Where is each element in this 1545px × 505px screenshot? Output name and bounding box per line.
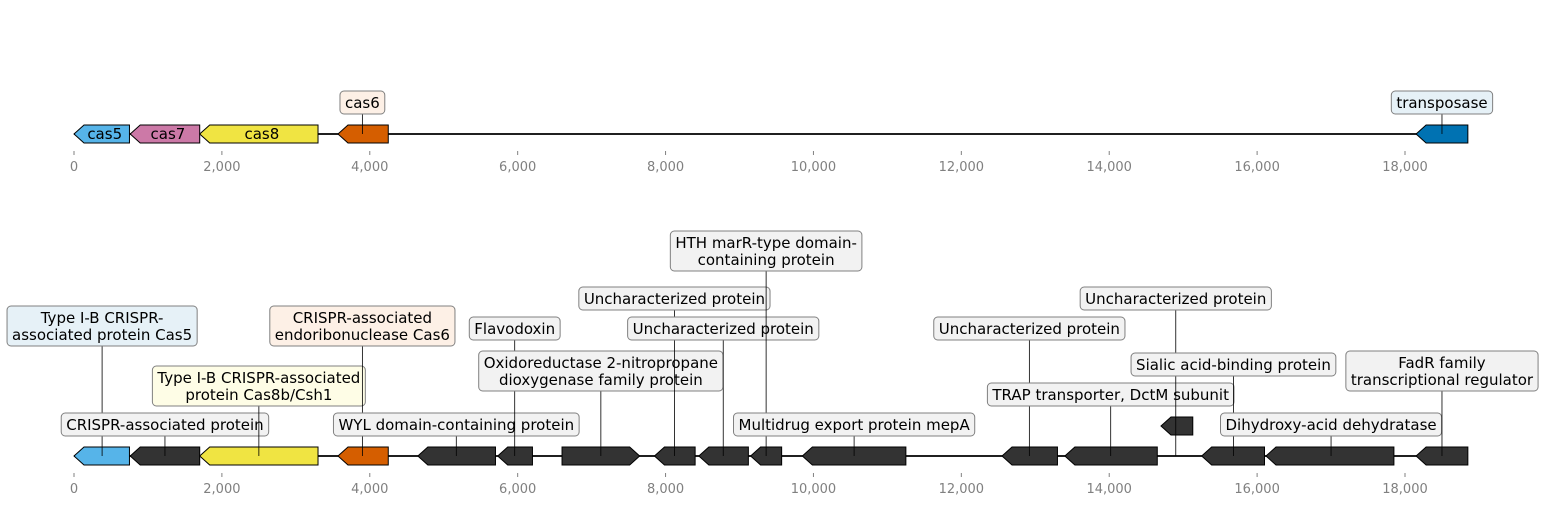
annotation-box <box>669 230 863 272</box>
annotation-text: transposase <box>1396 94 1487 112</box>
axis-tick-label: 8,000 <box>647 160 684 175</box>
annotation-text: transcriptional regulator <box>1351 371 1534 389</box>
axis-tick-label: 10,000 <box>791 160 837 175</box>
annotation-box <box>733 412 976 437</box>
annotation-text: Uncharacterized protein <box>1085 290 1266 308</box>
gene-arrow <box>337 446 389 466</box>
gene-label: cas5 <box>87 125 122 143</box>
axis-tick-label: 6,000 <box>499 160 536 175</box>
annotation-box <box>1390 90 1494 115</box>
annotation-1-15: Dihydroxy-acid dehydratase <box>1220 412 1443 456</box>
gene-arrow <box>337 124 389 144</box>
annotation-text: WYL domain-containing protein <box>338 416 574 434</box>
annotation-0-0: cas6 <box>339 90 386 134</box>
axis-tick-label: 12,000 <box>939 160 985 175</box>
annotation-text: Uncharacterized protein <box>939 320 1120 338</box>
annotation-1-14: Sialic acid-binding protein <box>1130 352 1337 456</box>
annotation-1-5: Flavodoxin <box>468 316 561 456</box>
gene-arrow <box>198 124 319 144</box>
axis-tick-label: 14,000 <box>1086 482 1132 497</box>
annotation-text: associated protein Cas5 <box>12 326 192 344</box>
annotation-box <box>1079 286 1272 311</box>
annotation-text: TRAP transporter, DctM subunit <box>991 386 1229 404</box>
axis-tick-label: 4,000 <box>351 160 388 175</box>
axis-tick-label: 6,000 <box>499 482 536 497</box>
axis-tick-label: 16,000 <box>1234 160 1280 175</box>
annotation-text: Dihydroxy-acid dehydratase <box>1226 416 1437 434</box>
axis-tick-label: 10,000 <box>791 482 837 497</box>
annotation-box <box>332 412 580 437</box>
annotation-text: Sialic acid-binding protein <box>1136 356 1331 374</box>
annotation-1-1: CRISPR-associated protein <box>60 412 270 456</box>
annotation-text: Uncharacterized protein <box>584 290 765 308</box>
annotation-box <box>339 90 386 115</box>
annotation-text: FadR family <box>1398 354 1486 372</box>
track-top: 0 2,000 4,000 6,000 8,000 10,000 12,000 14,000 1… <box>70 124 1469 175</box>
annotation-box <box>933 316 1126 341</box>
annotation-box <box>627 316 820 341</box>
gene-label: cas8 <box>244 125 279 143</box>
annotation-text: Oxidoreductase 2-nitropropane <box>484 354 718 372</box>
annotation-text: dioxygenase family protein <box>499 371 703 389</box>
axis-tick-label: 12,000 <box>939 482 985 497</box>
axis-tick-label: 2,000 <box>203 482 240 497</box>
axis-tick-label: 2,000 <box>203 160 240 175</box>
annotation-box <box>1130 352 1337 377</box>
axis-tick-label: 0 <box>70 160 78 175</box>
track-bottom: 0 2,000 4,000 6,000 8,000 10,000 12,000 14,000 1… <box>70 416 1469 497</box>
annotation-text: endoribonuclease Cas6 <box>275 326 450 344</box>
annotation-box <box>468 316 561 341</box>
annotation-1-4: WYL domain-containing protein <box>332 412 580 456</box>
annotation-0-1: transposase <box>1390 90 1494 134</box>
annotation-text: Multidrug export protein mepA <box>739 416 971 434</box>
annotation-text: Uncharacterized protein <box>633 320 814 338</box>
annotation-1-8: Uncharacterized protein <box>627 316 820 456</box>
annotation-1-10: Multidrug export protein mepA <box>733 412 976 456</box>
annotation-text: cas6 <box>345 94 380 112</box>
axis-tick-label: 18,000 <box>1382 482 1428 497</box>
gene-arrow <box>1265 446 1395 466</box>
annotation-text: containing protein <box>698 251 835 269</box>
axis-tick-label: 14,000 <box>1086 160 1132 175</box>
annotation-text: CRISPR-associated protein <box>66 416 263 434</box>
annotation-box <box>578 286 771 311</box>
annotation-1-12: TRAP transporter, DctM subunit <box>986 382 1235 456</box>
annotation-box <box>60 412 270 437</box>
axis-tick-label: 18,000 <box>1382 160 1428 175</box>
gene-arrow <box>1160 416 1194 436</box>
annotation-text: protein Cas8b/Csh1 <box>185 386 332 404</box>
annotation-1-7: Uncharacterized protein <box>578 286 771 456</box>
gene-label: cas7 <box>151 125 186 143</box>
annotation-text: CRISPR-associated <box>293 309 432 327</box>
annotation-1-13: Uncharacterized protein <box>1079 286 1272 456</box>
axis-tick-label: 0 <box>70 482 78 497</box>
annotation-box <box>269 305 456 347</box>
annotation-text: Flavodoxin <box>474 320 555 338</box>
annotation-box <box>6 305 198 347</box>
annotation-1-11: Uncharacterized protein <box>933 316 1126 456</box>
annotation-text: HTH marR-type domain- <box>675 234 857 252</box>
annotation-1-6: Oxidoreductase 2-nitropropanedioxygenase… <box>478 350 724 456</box>
annotation-box <box>1345 350 1539 392</box>
annotation-box <box>986 382 1235 407</box>
annotation-text: Type I-B CRISPR-associated <box>156 369 360 387</box>
annotation-box <box>151 365 366 407</box>
annotation-1-0: Type I-B CRISPR-associated protein Cas5 <box>6 305 198 456</box>
axis-tick-label: 4,000 <box>351 482 388 497</box>
annotation-text: Type I-B CRISPR- <box>40 309 164 327</box>
axis-tick-label: 8,000 <box>647 482 684 497</box>
axis-tick-label: 16,000 <box>1234 482 1280 497</box>
annotation-1-9: HTH marR-type domain-containing protein <box>669 230 863 456</box>
